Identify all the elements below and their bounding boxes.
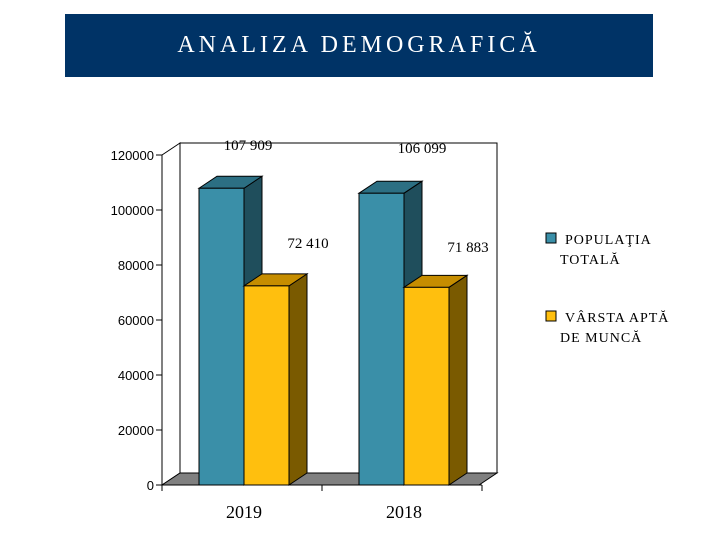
- page-title: ANALIZA DEMOGRAFICĂ: [177, 32, 541, 58]
- data-label: 72 410: [287, 236, 328, 252]
- x-category-label: 2018: [386, 502, 422, 522]
- bar-2-2019: [243, 285, 290, 486]
- legend-swatch-1: [545, 232, 557, 244]
- data-label: 107 909: [224, 138, 273, 154]
- data-label: 106 099: [398, 141, 447, 157]
- legend-label-1: TOTALĂ: [560, 251, 621, 268]
- y-tick-label: 40000: [118, 368, 154, 383]
- y-tick-label: 120000: [111, 148, 154, 163]
- legend-label-2: DE MUNCĂ: [560, 329, 642, 346]
- legend-label-1: POPULAŢIA: [565, 233, 652, 248]
- x-category-label: 2019: [226, 502, 262, 522]
- legend-label-2: VÂRSTA APTĂ: [565, 309, 669, 326]
- title-banner: ANALIZA DEMOGRAFICĂ: [65, 14, 653, 77]
- bar-side-2-2018: [448, 274, 468, 486]
- bar-1-2019: [198, 187, 245, 486]
- y-tick-label: 80000: [118, 258, 154, 273]
- plot-side-wall: [161, 142, 181, 486]
- y-tick-label: 20000: [118, 423, 154, 438]
- y-tick-label: 100000: [111, 203, 154, 218]
- legend-swatch-2: [545, 310, 557, 322]
- bar-2-2018: [403, 286, 450, 486]
- bar-1-2018: [358, 192, 405, 486]
- y-tick-label: 60000: [118, 313, 154, 328]
- bar-side-2-2019: [288, 272, 308, 486]
- y-tick-label: 0: [147, 478, 154, 493]
- data-label: 71 883: [447, 240, 488, 256]
